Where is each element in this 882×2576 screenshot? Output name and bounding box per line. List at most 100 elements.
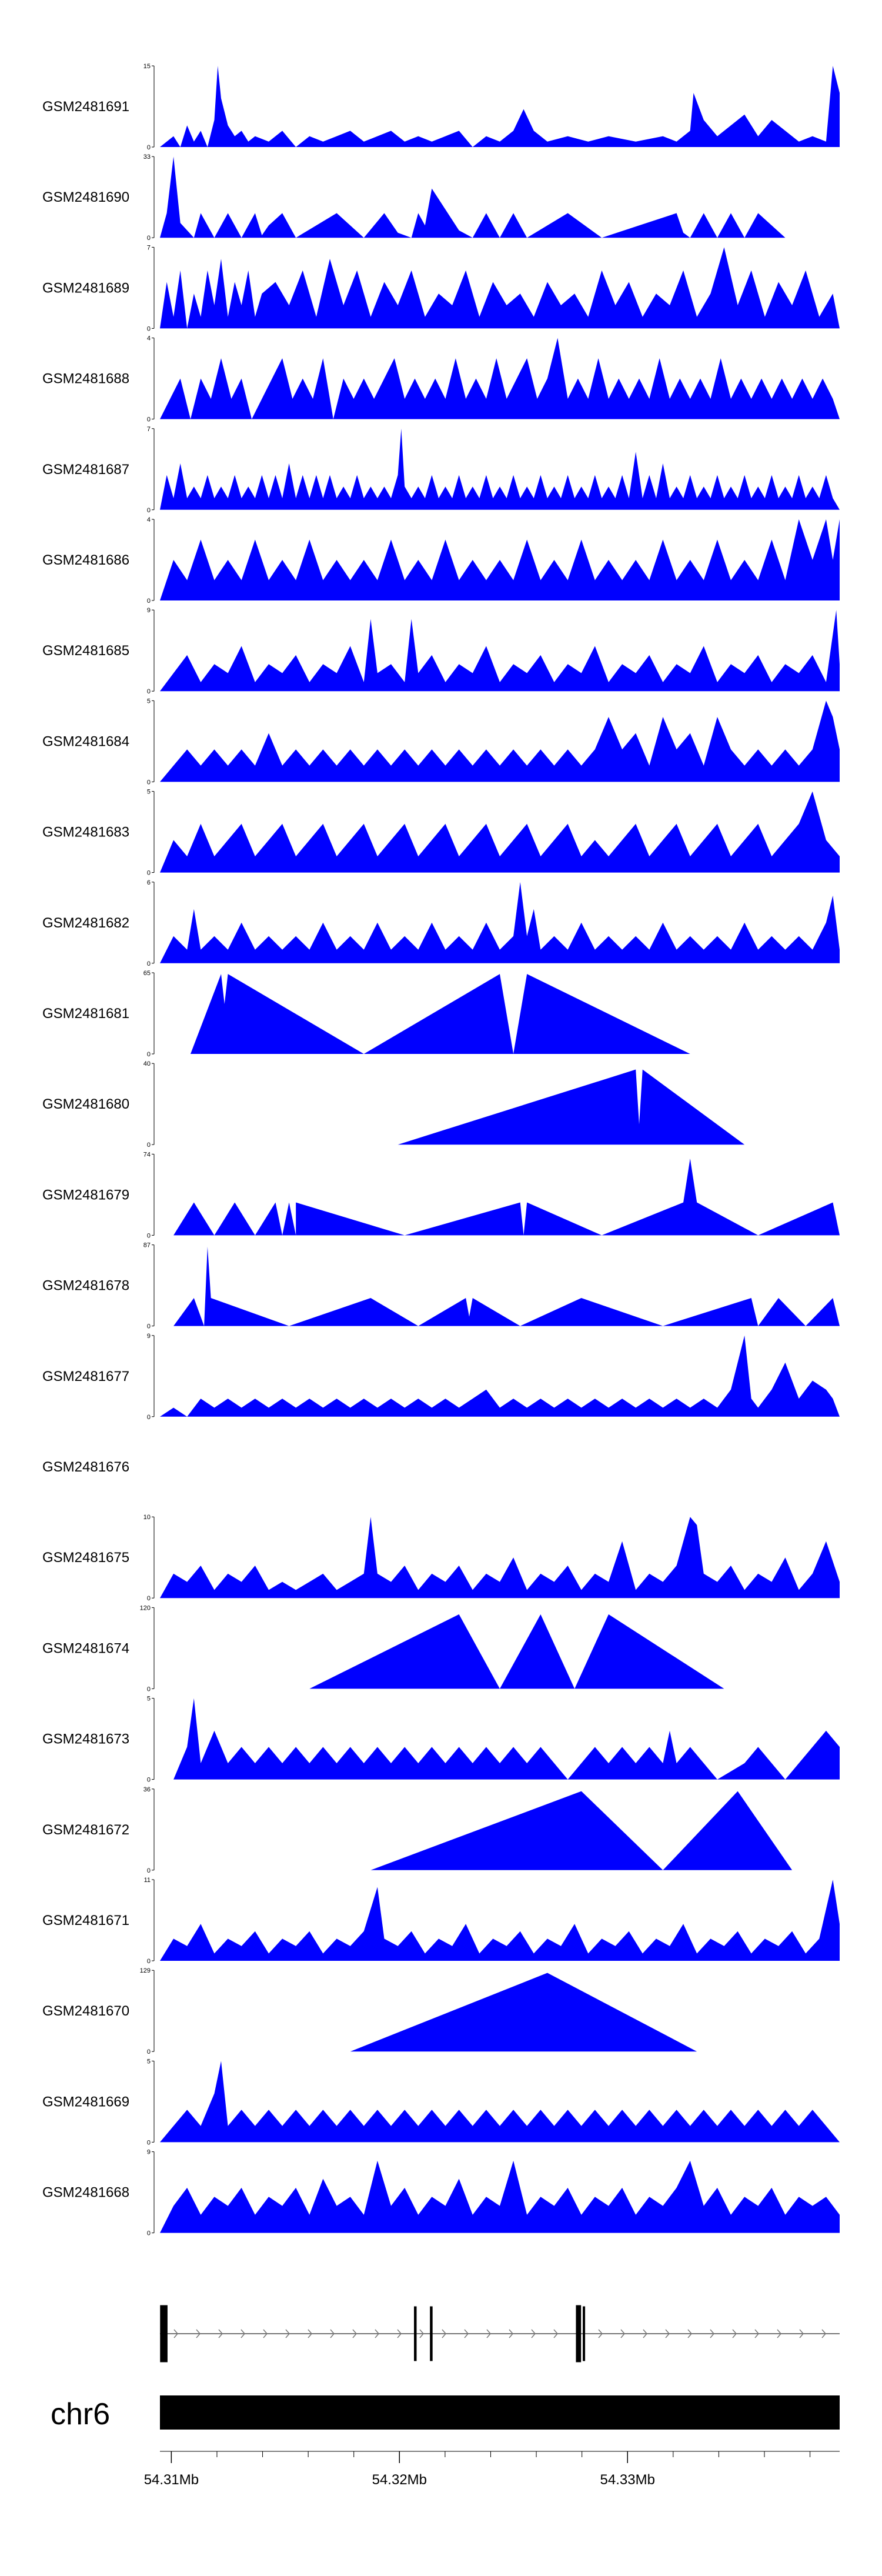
strand-arrow-icon — [732, 2329, 737, 2338]
exon-block — [414, 2306, 417, 2361]
strand-arrow-icon — [486, 2329, 491, 2338]
coverage-area — [160, 2160, 840, 2233]
y-tick-label-max: 74 — [143, 1151, 151, 1158]
coverage-area — [160, 1614, 840, 1689]
strand-arrow-icon — [397, 2329, 402, 2338]
strand-arrow-icon — [754, 2329, 759, 2338]
strand-arrow-icon — [442, 2329, 446, 2338]
track-label: GSM2481683 — [42, 825, 129, 840]
strand-arrow-icon — [687, 2329, 692, 2338]
strand-arrow-icon — [553, 2329, 558, 2338]
track-GSM2481668: GSM2481668 9 0 — [42, 2149, 840, 2237]
track-GSM2481676: GSM2481676 — [42, 1459, 129, 1475]
coverage-tracks: GSM2481691150GSM2481690330GSM248168970GS… — [42, 63, 840, 2237]
y-tick-label-max: 4 — [147, 516, 151, 523]
y-tick-label-zero: 0 — [147, 2048, 151, 2056]
y-tick-label-max: 33 — [143, 154, 151, 161]
track-GSM2481687: GSM2481687 7 0 — [42, 426, 840, 514]
coverage-area — [160, 1698, 840, 1780]
track-label: GSM2481673 — [42, 1731, 129, 1747]
y-tick-label-max: 7 — [147, 244, 151, 251]
track-label: GSM2481677 — [42, 1369, 129, 1384]
x-tick-label: 54.31Mb — [144, 2472, 199, 2488]
coverage-area — [160, 2061, 840, 2143]
y-tick-label-zero: 0 — [147, 325, 151, 332]
y-tick-label-max: 65 — [143, 970, 151, 977]
strand-arrow-icon — [352, 2329, 357, 2338]
coverage-area — [160, 610, 840, 692]
track-GSM2481675: GSM2481675 10 0 — [42, 1514, 840, 1602]
y-tick-label-zero: 0 — [147, 1595, 151, 1602]
y-tick-label-zero: 0 — [147, 1232, 151, 1239]
exon-block — [576, 2305, 582, 2363]
y-tick-label-max: 7 — [147, 426, 151, 433]
strand-arrow-icon — [419, 2329, 424, 2338]
coverage-area — [160, 700, 840, 782]
y-tick-label-zero: 0 — [147, 1867, 151, 1874]
track-label: GSM2481679 — [42, 1187, 129, 1203]
y-tick-label-max: 129 — [140, 1967, 151, 1974]
y-tick-label-zero: 0 — [147, 1051, 151, 1058]
track-label: GSM2481682 — [42, 915, 129, 931]
y-tick-label-zero: 0 — [147, 1958, 151, 1965]
y-tick-label-zero: 0 — [147, 2230, 151, 2237]
coverage-area — [160, 156, 840, 238]
x-tick-label: 54.32Mb — [372, 2472, 427, 2488]
track-label: GSM2481688 — [42, 371, 129, 387]
strand-arrow-icon — [375, 2329, 379, 2338]
y-tick-label-zero: 0 — [147, 1414, 151, 1421]
y-tick-label-zero: 0 — [147, 870, 151, 877]
chromosome-bar — [160, 2395, 840, 2430]
y-tick-label-zero: 0 — [147, 1323, 151, 1330]
track-label: GSM2481690 — [42, 189, 129, 205]
y-tick-label-max: 10 — [143, 1514, 151, 1521]
y-tick-label-zero: 0 — [147, 1142, 151, 1149]
coverage-area — [160, 1335, 840, 1417]
coverage-area — [160, 247, 840, 329]
y-tick-label-zero: 0 — [147, 1777, 151, 1784]
strand-arrow-icon — [196, 2329, 201, 2338]
y-tick-label-max: 6 — [147, 879, 151, 886]
track-GSM2481683: GSM2481683 5 0 — [42, 789, 840, 877]
strand-arrow-icon — [643, 2329, 647, 2338]
track-GSM2481689: GSM2481689 7 0 — [42, 244, 840, 332]
y-tick-label-max: 36 — [143, 1786, 151, 1793]
y-tick-label-max: 9 — [147, 607, 151, 614]
strand-arrow-icon — [598, 2329, 603, 2338]
track-GSM2481669: GSM2481669 5 0 — [42, 2058, 840, 2146]
track-label: GSM2481691 — [42, 99, 129, 115]
exon-block — [430, 2306, 433, 2361]
y-tick-label-zero: 0 — [147, 2139, 151, 2146]
coverage-area — [160, 1973, 840, 2052]
y-tick-label-zero: 0 — [147, 960, 151, 967]
coverage-area — [160, 338, 840, 419]
track-GSM2481691: GSM2481691 15 0 — [42, 63, 840, 151]
coverage-area — [160, 519, 840, 600]
strand-arrow-icon — [620, 2329, 625, 2338]
track-label: GSM2481674 — [42, 1640, 129, 1656]
track-label: GSM2481678 — [42, 1278, 129, 1294]
track-GSM2481684: GSM2481684 5 0 — [42, 698, 840, 786]
strand-arrow-icon — [330, 2329, 335, 2338]
strand-arrow-icon — [173, 2329, 178, 2338]
coverage-area — [160, 1158, 840, 1236]
y-tick-label-zero: 0 — [147, 416, 151, 423]
y-tick-label-zero: 0 — [147, 598, 151, 605]
coverage-area — [160, 428, 840, 510]
coverage-area — [160, 882, 840, 963]
track-GSM2481677: GSM2481677 9 0 — [42, 1333, 840, 1421]
strand-arrow-icon — [777, 2329, 781, 2338]
track-label: GSM2481668 — [42, 2185, 129, 2201]
track-label: GSM2481671 — [42, 1913, 129, 1928]
track-label: GSM2481689 — [42, 280, 129, 296]
track-GSM2481688: GSM2481688 4 0 — [42, 335, 840, 423]
strand-arrow-icon — [821, 2329, 826, 2338]
strand-arrow-icon — [464, 2329, 469, 2338]
track-label: GSM2481685 — [42, 643, 129, 659]
y-tick-label-max: 9 — [147, 1333, 151, 1340]
track-GSM2481682: GSM2481682 6 0 — [42, 879, 840, 967]
y-tick-label-zero: 0 — [147, 235, 151, 242]
track-label: GSM2481686 — [42, 552, 129, 568]
strand-arrow-icon — [509, 2329, 513, 2338]
